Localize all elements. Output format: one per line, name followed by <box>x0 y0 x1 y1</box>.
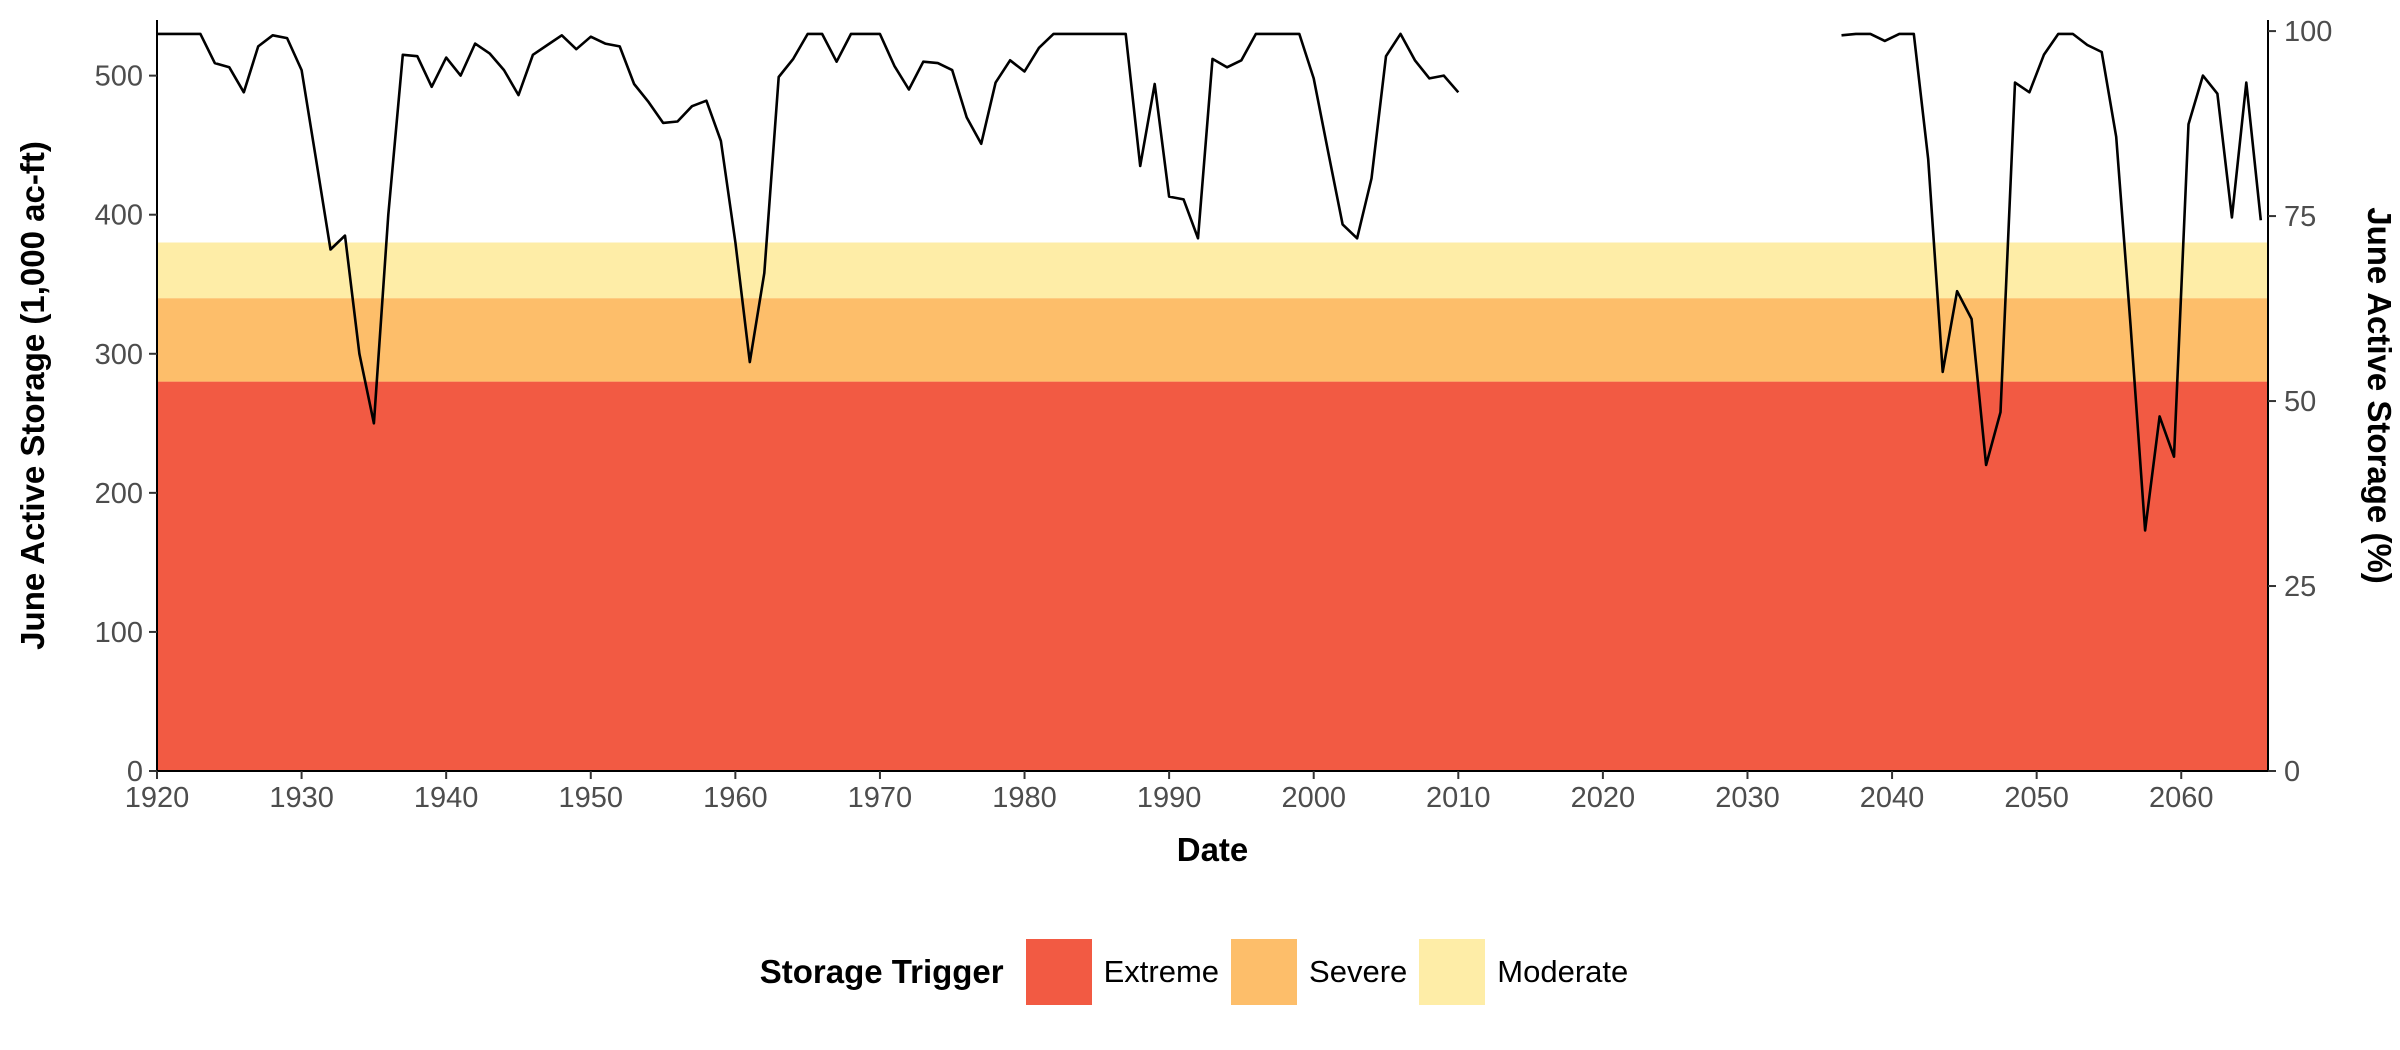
y-tick-label: 300 <box>95 339 143 371</box>
legend-label-moderate: Moderate <box>1497 954 1629 989</box>
y2-tick-label: 100 <box>2284 16 2332 48</box>
legend-label-severe: Severe <box>1309 954 1408 989</box>
x-tick-label: 1920 <box>125 782 190 814</box>
x-tick-label: 2000 <box>1281 782 1346 814</box>
x-tick-label: 2010 <box>1426 782 1491 814</box>
x-tick-label: 1930 <box>269 782 334 814</box>
x-tick-label: 1950 <box>559 782 624 814</box>
y-axis-right-ticks: 0 25 50 75 100 <box>2268 16 2332 788</box>
x-axis-title: Date <box>1177 831 1249 868</box>
x-tick-label: 1960 <box>703 782 768 814</box>
y-axis-left-ticks: 0 100 200 300 400 500 <box>95 61 157 788</box>
storage-line-series <box>157 32 2263 532</box>
x-tick-label: 2030 <box>1715 782 1780 814</box>
legend-item-severe: Severe <box>1231 939 1407 1005</box>
x-axis-ticks: 1920 1930 1940 1950 1960 1970 1980 1990 2000 2010… <box>125 771 2214 814</box>
y-tick-label: 100 <box>95 617 143 649</box>
legend: Storage Trigger Extreme Severe Moderate <box>0 936 2400 1008</box>
y-tick-label: 200 <box>95 478 143 510</box>
x-tick-label: 1980 <box>992 782 1057 814</box>
band-extreme <box>157 381 2268 771</box>
band-severe <box>157 298 2268 382</box>
legend-item-extreme: Extreme <box>1025 939 1220 1005</box>
x-tick-label: 2050 <box>2004 782 2069 814</box>
legend-label-extreme: Extreme <box>1103 954 1220 989</box>
legend-title: Storage Trigger <box>759 953 1004 990</box>
x-tick-label: 1970 <box>848 782 913 814</box>
y-tick-label: 500 <box>95 61 143 93</box>
legend-key-severe <box>1231 939 1298 1005</box>
y-axis-right-title: June Active Storage (%) <box>2361 207 2398 584</box>
x-tick-label: 2060 <box>2149 782 2214 814</box>
legend-key-moderate <box>1419 939 1486 1005</box>
storage-trigger-bands <box>157 242 2268 771</box>
legend-item-moderate: Moderate <box>1419 939 1628 1005</box>
x-tick-label: 1940 <box>414 782 479 814</box>
y-tick-label: 400 <box>95 200 143 232</box>
y-axis-left-title: June Active Storage (1,000 ac-ft) <box>14 141 51 650</box>
x-tick-label: 2020 <box>1571 782 1636 814</box>
y2-tick-label: 25 <box>2284 571 2316 603</box>
y2-tick-label: 50 <box>2284 386 2316 418</box>
y2-tick-label: 75 <box>2284 201 2316 233</box>
band-moderate <box>157 242 2268 299</box>
y2-tick-label: 0 <box>2284 756 2300 788</box>
legend-key-extreme <box>1025 939 1092 1005</box>
x-tick-label: 1990 <box>1137 782 1202 814</box>
x-tick-label: 2040 <box>1860 782 1925 814</box>
y-tick-label: 0 <box>127 756 143 788</box>
axes <box>156 20 2269 772</box>
series-line-segment-1 <box>157 32 1460 425</box>
series-line-segment-2 <box>1841 32 2263 532</box>
